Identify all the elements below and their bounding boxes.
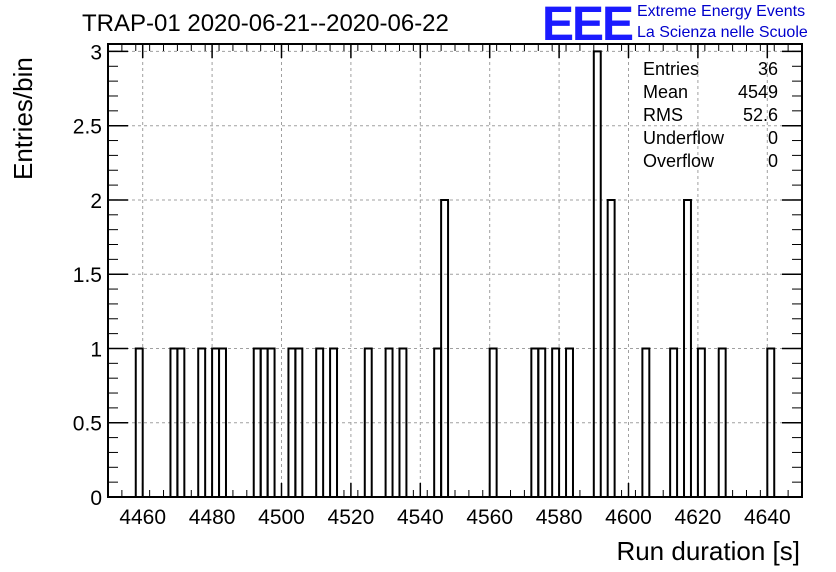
histogram-bin [641, 347, 651, 497]
x-tick-label: 4620 [675, 506, 722, 529]
y-tick-label: 1.5 [73, 264, 102, 287]
histogram-bin [537, 347, 547, 497]
y-axis-label: Entries/bin [8, 57, 38, 180]
y-tick-label: 3 [90, 41, 102, 64]
logo-caption-line-1: Extreme Energy Events [637, 3, 806, 20]
axis-ticks [107, 44, 803, 498]
histogram-bin [294, 347, 304, 497]
histogram-bin [315, 347, 325, 497]
x-tick-labels: 4460 4480 4500 4520 4540 4560 4580 4600 4620 4640 [119, 506, 790, 529]
histogram-bin [176, 347, 186, 497]
y-tick-labels: 0 0.5 1 1.5 2 2.5 3 [73, 41, 102, 510]
histogram-bin [551, 347, 561, 497]
x-tick-label: 4540 [397, 506, 444, 529]
stat-overflow-label: Overflow [643, 151, 715, 171]
x-tick-label: 4500 [258, 506, 305, 529]
x-tick-label: 4460 [119, 506, 166, 529]
histogram-bin [440, 198, 450, 497]
stat-underflow-value: 0 [767, 128, 778, 148]
histogram-bin [218, 347, 227, 497]
histogram-bin [766, 347, 776, 497]
y-tick-label: 2 [90, 190, 102, 213]
histogram-bin [696, 347, 706, 497]
histogram-bin [266, 347, 276, 497]
y-tick-label: 0.5 [73, 413, 102, 436]
histogram-bin [669, 347, 679, 497]
x-axis-label: Run duration [s] [616, 536, 800, 566]
stat-overflow-value: 0 [767, 151, 778, 171]
stat-rms-value: 52.6 [742, 105, 778, 125]
histogram-bin [329, 347, 339, 497]
x-tick-label: 4600 [605, 506, 652, 529]
stat-underflow-label: Underflow [643, 128, 725, 148]
histogram-bin [384, 347, 394, 497]
histogram-bars [134, 50, 776, 497]
histogram-bin [565, 347, 574, 497]
histogram-bin [197, 347, 207, 497]
x-tick-label: 4520 [328, 506, 375, 529]
histogram-bin [398, 347, 408, 497]
x-tick-label: 4640 [744, 506, 791, 529]
stat-entries-value: 36 [757, 59, 778, 79]
histogram-bin [363, 347, 373, 497]
stat-rms-label: RMS [643, 105, 683, 125]
histogram-bin [683, 198, 692, 497]
stat-mean-value: 4549 [737, 82, 778, 102]
y-tick-label: 1 [90, 338, 102, 361]
x-tick-label: 4480 [189, 506, 236, 529]
x-tick-label: 4560 [466, 506, 513, 529]
x-tick-label: 4580 [536, 506, 583, 529]
histogram-bin [488, 347, 498, 497]
logo-caption-line-2: La Scienza nelle Scuole [637, 24, 808, 41]
histogram-bin [592, 50, 602, 497]
histogram-bin [134, 347, 144, 497]
eee-logo: EEE [542, 0, 634, 51]
chart-title: TRAP-01 2020-06-21--2020-06-22 [82, 10, 449, 37]
stat-mean-label: Mean [643, 82, 689, 102]
y-tick-label: 0 [90, 487, 102, 510]
histogram-bin [717, 347, 727, 497]
stat-entries-label: Entries [643, 59, 700, 79]
histogram-bin [606, 198, 616, 497]
y-tick-label: 2.5 [73, 116, 102, 139]
